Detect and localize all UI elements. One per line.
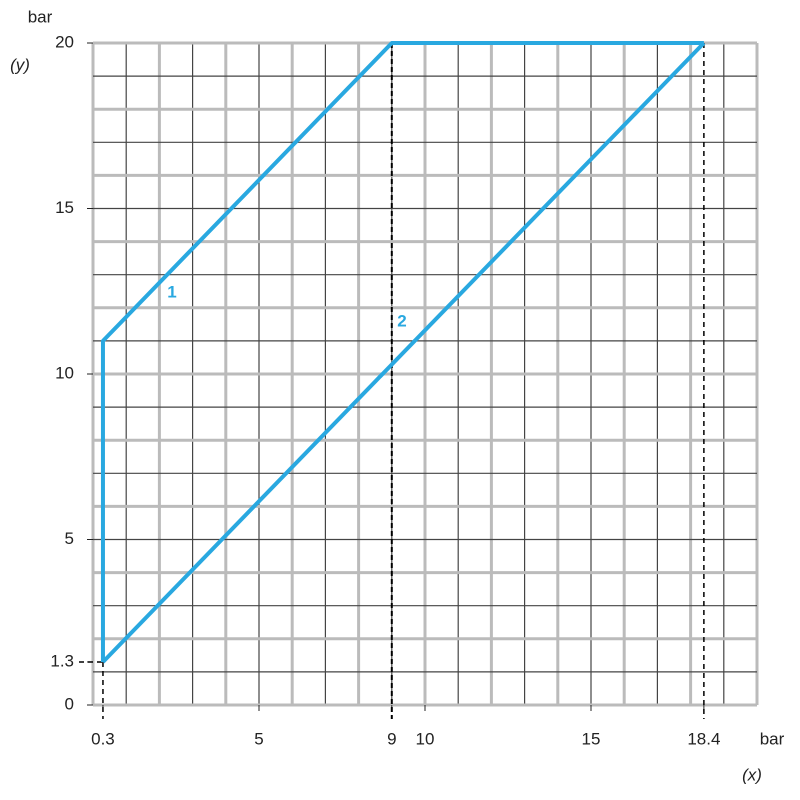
x-unit: bar (760, 729, 785, 748)
x-tick-label: 9 (387, 729, 396, 748)
y-tick-label: 10 (55, 363, 74, 382)
series-label: 2 (397, 311, 406, 330)
y-unit: bar (28, 7, 53, 26)
x-tick-label: 15 (582, 729, 601, 748)
series-line (100, 41, 704, 662)
x-tick-label: 18.4 (687, 729, 720, 748)
y-label: (y) (10, 55, 30, 74)
series-line (101, 41, 706, 664)
x-tick-label: 10 (416, 729, 435, 748)
x-tick-label: 0.3 (91, 729, 115, 748)
y-tick-label: 5 (65, 529, 74, 548)
y-tick-label: 1.3 (50, 651, 74, 670)
y-tick-label: 0 (65, 694, 74, 713)
y-tick-label: 20 (55, 32, 74, 51)
y-tick-label: 15 (55, 198, 74, 217)
x-label: (x) (742, 765, 762, 784)
series-label: 1 (167, 282, 176, 301)
x-tick-label: 5 (254, 729, 263, 748)
